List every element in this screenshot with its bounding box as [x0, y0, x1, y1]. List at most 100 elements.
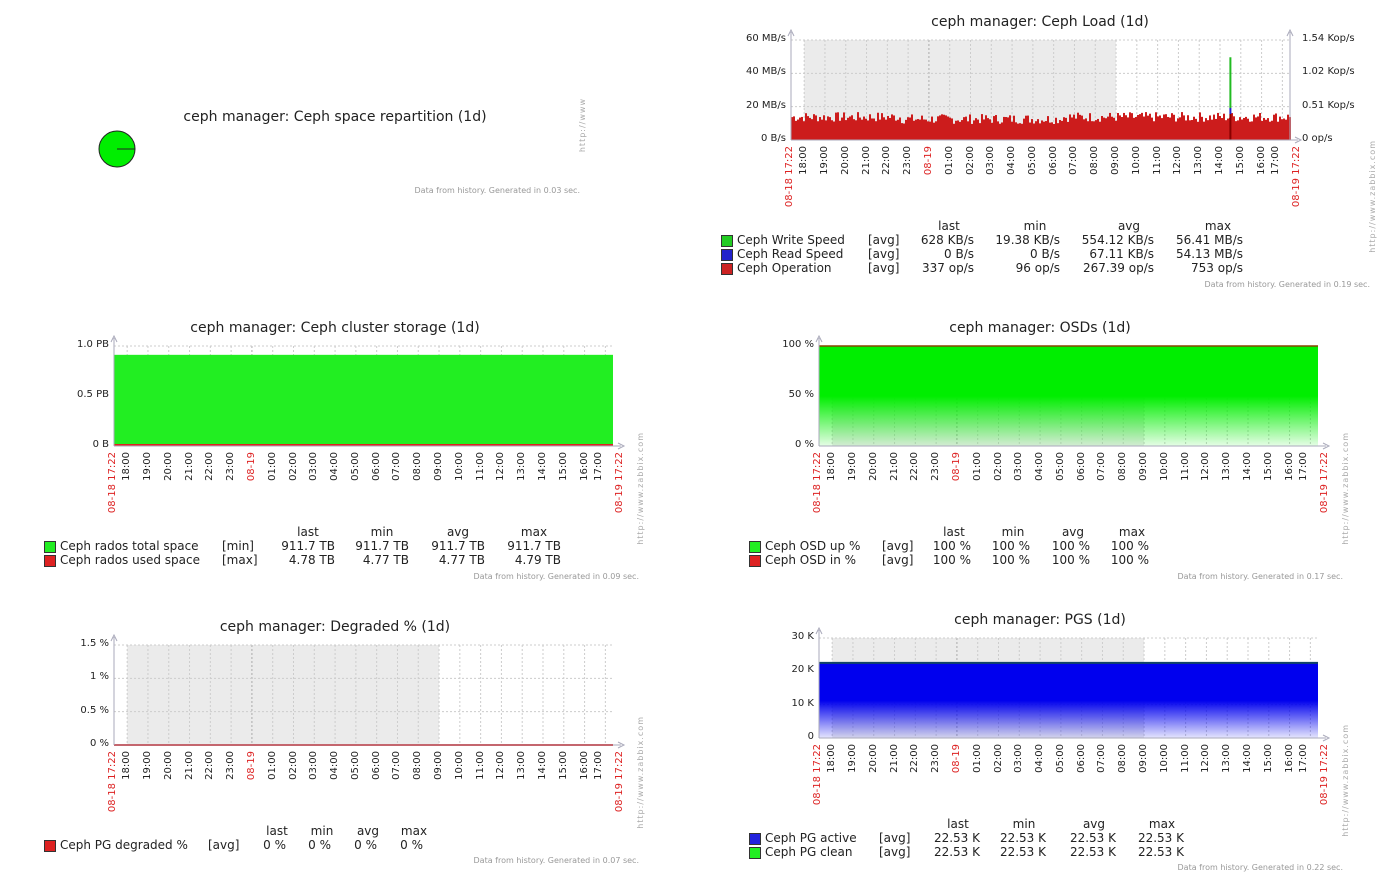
x-axis-label: 23:00: [225, 751, 237, 780]
x-axis-label: 07:00: [391, 452, 403, 481]
operation-bar: [901, 123, 903, 140]
operation-bar: [867, 120, 869, 140]
operation-bar: [1173, 114, 1175, 140]
operation-bar: [925, 119, 927, 140]
operation-bar: [1111, 116, 1113, 140]
x-axis-label: 05:00: [1026, 146, 1038, 175]
legend-series-name: Ceph PG degraded %: [60, 838, 188, 852]
operation-bar: [1089, 113, 1091, 140]
operation-bar: [943, 114, 945, 140]
operation-bar: [1147, 115, 1149, 140]
operation-bar: [917, 119, 919, 140]
legend-value-last: 911.7 TB: [281, 539, 335, 553]
operation-bar: [881, 113, 883, 140]
legend-series-name: Ceph Write Speed: [737, 233, 845, 247]
y-axis-label: 50 %: [788, 389, 814, 400]
operation-bar: [863, 116, 865, 140]
x-axis-label: 08:00: [1089, 146, 1101, 175]
operation-bar: [1121, 117, 1123, 140]
operation-bar: [1127, 117, 1129, 140]
operation-bar: [1209, 115, 1211, 140]
x-axis-label: 08-19: [922, 146, 934, 176]
x-axis-label: 03:00: [985, 146, 997, 175]
operation-bar: [1255, 117, 1257, 140]
legend-value-last: 4.78 TB: [288, 553, 335, 567]
x-axis-start-label: 08-18 17:22: [812, 452, 823, 514]
legend-series-name: Ceph rados used space: [60, 553, 200, 567]
legend-color-swatch: [749, 555, 761, 567]
operation-bar: [1193, 116, 1195, 140]
y-axis-label: 0.5 PB: [77, 389, 109, 400]
legend-color-swatch: [44, 555, 56, 567]
operation-bar: [1081, 115, 1083, 140]
y-axis-right-label: 0.51 Kop/s: [1302, 99, 1355, 111]
operation-bar: [1231, 113, 1233, 140]
x-axis-arrow-icon: [1322, 442, 1331, 450]
x-axis-label: 05:00: [1054, 744, 1066, 773]
operation-bar: [835, 112, 837, 140]
operation-bar: [983, 119, 985, 140]
x-axis-label: 17:00: [1270, 146, 1282, 175]
x-axis-label: 10:00: [1158, 452, 1170, 481]
legend-color-swatch: [749, 541, 761, 553]
operation-bar: [1015, 122, 1017, 140]
operation-bar: [843, 112, 845, 140]
operation-bar: [919, 119, 921, 140]
legend-header: last: [947, 817, 969, 831]
y-axis-label: 1.0 PB: [77, 339, 109, 350]
legend-value-last: 337 op/s: [922, 261, 974, 275]
operation-bar: [1013, 115, 1015, 140]
operation-bar: [1259, 112, 1261, 140]
legend-value-max: 100 %: [1110, 539, 1149, 553]
operation-bar: [1205, 118, 1207, 140]
x-axis-label: 23:00: [902, 146, 914, 175]
operation-bar: [805, 113, 807, 140]
operation-bar: [1207, 120, 1209, 140]
legend-value-avg: 911.7 TB: [431, 539, 485, 553]
x-axis-label: 08-19: [245, 452, 257, 482]
legend-value-avg: 554.12 KB/s: [1081, 233, 1154, 247]
x-axis-label: 01:00: [266, 452, 278, 481]
x-axis-label: 20:00: [162, 452, 174, 481]
legend-function: [max]: [222, 553, 258, 567]
operation-bar: [903, 123, 905, 140]
operation-bar: [1169, 117, 1171, 140]
legend-function: [avg]: [882, 539, 914, 553]
operation-bar: [1025, 115, 1027, 140]
operation-bar: [1117, 113, 1119, 140]
legend-value-min: 0 B/s: [1030, 247, 1060, 261]
x-axis-label: 07:00: [1068, 146, 1080, 175]
operation-bar: [873, 118, 875, 140]
y-axis-right-arrow-icon: [1286, 28, 1294, 37]
y-axis-label: 0 B/s: [761, 133, 786, 144]
operation-bar: [883, 117, 885, 140]
legend-header: avg: [1117, 219, 1141, 233]
operation-bar: [823, 115, 825, 140]
x-axis-label: 17:00: [1298, 452, 1310, 481]
x-axis-label: 04:00: [329, 751, 341, 780]
operation-bar: [951, 118, 953, 140]
x-axis-label: 19:00: [141, 751, 153, 780]
legend-color-swatch: [749, 847, 761, 859]
x-axis-label: 11:00: [474, 751, 486, 780]
operation-bar: [837, 112, 839, 140]
operation-bar: [1241, 119, 1243, 140]
x-axis-label: 14:00: [537, 751, 548, 780]
x-axis-label: 06:00: [1047, 146, 1059, 175]
operation-bar: [1033, 123, 1035, 140]
operation-bar: [1059, 119, 1061, 140]
operation-bar: [1151, 117, 1153, 140]
x-axis-label: 18:00: [121, 751, 133, 780]
operation-bar: [1027, 115, 1029, 140]
legend-color-swatch: [749, 833, 761, 845]
x-axis-label: 04:00: [1034, 452, 1046, 481]
operation-bar: [1069, 114, 1071, 140]
x-axis-label: 18:00: [826, 452, 838, 481]
x-axis-label: 16:00: [578, 751, 590, 780]
operation-bar: [853, 119, 855, 140]
legend-value-min: 100 %: [991, 553, 1030, 567]
operation-bar: [1261, 120, 1263, 140]
operation-bar: [977, 119, 979, 140]
legend-color-swatch: [44, 541, 56, 553]
x-axis-label: 12:00: [495, 751, 507, 780]
